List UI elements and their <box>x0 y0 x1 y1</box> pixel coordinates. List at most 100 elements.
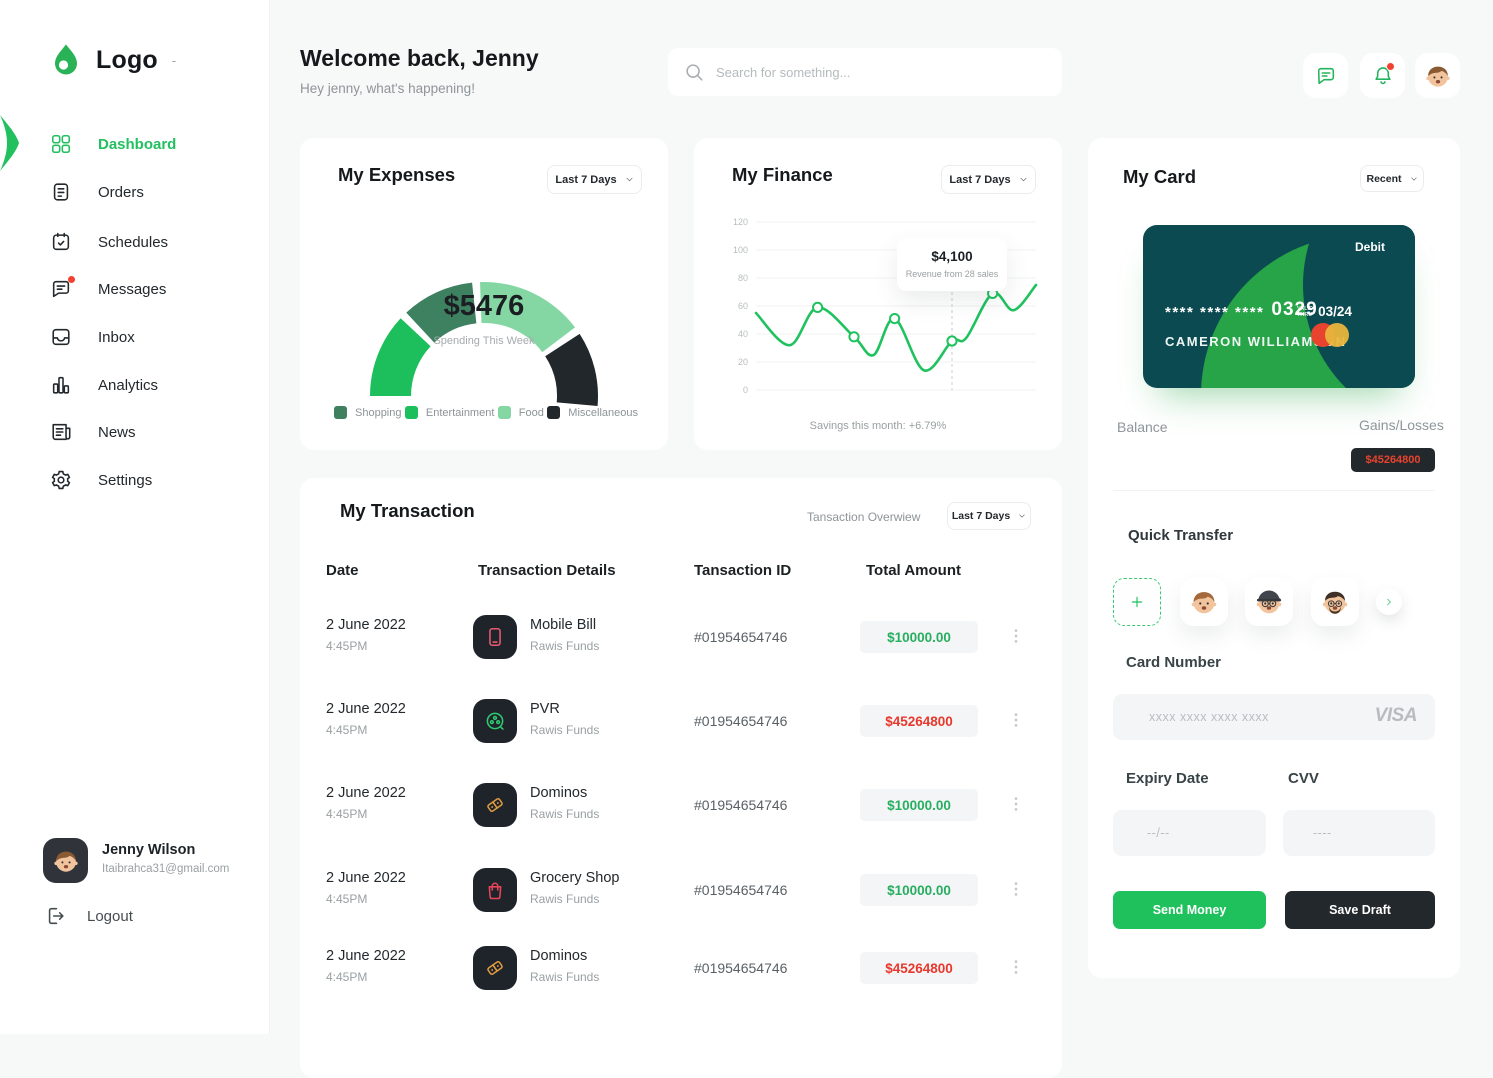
main-content: Welcome back, Jenny Hey jenny, what's ha… <box>270 0 1493 1078</box>
sidebar-item-analytics[interactable]: Analytics <box>50 370 158 400</box>
transaction-row: 2 June 2022 4:45PM Mobile Bill Rawis Funds #… <box>300 605 1062 669</box>
logout-button[interactable]: Logout <box>45 905 133 927</box>
legend-swatch <box>497 406 511 419</box>
legend-label: Miscellaneous <box>568 406 638 419</box>
column-header-3: Tansaction ID <box>694 562 792 579</box>
sidebar-item-label: Inbox <box>98 328 135 346</box>
legend-label: Food <box>518 406 544 419</box>
sidebar-item-label: Settings <box>98 471 153 489</box>
sidebar-item-label: Analytics <box>98 376 159 394</box>
add-contact-button[interactable] <box>1113 578 1161 626</box>
column-header-1: Date <box>326 562 359 579</box>
search-box <box>668 48 1062 96</box>
sidebar-item-dashboard[interactable]: Dashboard <box>50 129 176 159</box>
legend-item-entertainment: Entertainment <box>404 406 494 419</box>
ticket-icon <box>473 946 517 990</box>
card-number-input[interactable] <box>1113 694 1435 740</box>
logo-drop-icon <box>48 42 84 78</box>
user-face-icon <box>47 842 85 880</box>
transfer-contact-avatar-3[interactable] <box>1311 578 1359 626</box>
transaction-date: 2 June 2022 4:45PM <box>326 785 406 821</box>
row-menu-button[interactable] <box>1006 626 1026 646</box>
transaction-date: 2 June 2022 4:45PM <box>326 948 406 984</box>
messages-icon <box>50 276 75 300</box>
notification-dot <box>1386 62 1395 71</box>
ticket-icon <box>473 783 517 827</box>
chat-button[interactable] <box>1303 53 1348 98</box>
expenses-gauge-chart <box>366 276 602 408</box>
send-money-button[interactable]: Send Money <box>1113 891 1266 929</box>
sidebar-user-email: Itaibrahca31@gmail.com <box>102 863 230 875</box>
next-contacts-button[interactable] <box>1376 589 1402 615</box>
sidebar-item-inbox[interactable]: Inbox <box>50 322 135 352</box>
transaction-amount: $10000.00 <box>860 621 978 653</box>
plus-icon <box>1129 594 1145 610</box>
credit-card: Debit **** **** **** 0329 VALID THRU 03/2… <box>1143 225 1415 388</box>
sidebar-item-label: Dashboard <box>98 135 177 153</box>
grid-icon <box>50 133 72 155</box>
finance-footer: Savings this month: +6.79% <box>809 420 947 432</box>
save-draft-button[interactable]: Save Draft <box>1285 891 1435 929</box>
cvv-input[interactable] <box>1283 810 1435 856</box>
transaction-id: #01954654746 <box>694 960 788 976</box>
row-menu-button[interactable] <box>1006 794 1026 814</box>
valid-thru-value: 03/24 <box>1318 304 1352 319</box>
transaction-date: 2 June 2022 4:45PM <box>326 701 406 737</box>
legend-swatch <box>334 406 347 419</box>
notifications-button[interactable] <box>1360 53 1405 98</box>
balance-label: Balance <box>1117 419 1168 435</box>
transaction-details: PVR Rawis Funds <box>530 701 600 737</box>
sidebar-item-orders[interactable]: Orders <box>50 177 144 207</box>
transaction-details: Dominos Rawis Funds <box>530 785 600 821</box>
legend-swatch <box>404 406 418 419</box>
card-range-dropdown[interactable]: Recent <box>1360 165 1424 192</box>
card-number-field: VISA <box>1113 694 1435 740</box>
finance-title: My Finance <box>732 164 833 185</box>
finance-line-chart: 0 20 40 60 80 100 120 <box>724 208 1042 408</box>
expenses-range-dropdown[interactable]: Last 7 Days <box>547 165 642 194</box>
film-icon <box>473 699 517 743</box>
svg-text:100: 100 <box>733 245 748 255</box>
transaction-date: 2 June 2022 4:45PM <box>326 617 406 653</box>
my-card-title: My Card <box>1123 166 1196 187</box>
transactions-title: My Transaction <box>340 500 475 521</box>
sidebar-item-messages[interactable]: Messages <box>50 274 166 304</box>
row-menu-button[interactable] <box>1006 879 1026 899</box>
orders-icon <box>50 181 72 203</box>
logo: Logo - <box>48 42 176 78</box>
sidebar-user-avatar[interactable] <box>43 838 88 883</box>
finance-tooltip: $4,100 Revenue from 28 sales <box>897 238 1007 291</box>
row-menu-button[interactable] <box>1006 710 1026 730</box>
transaction-details: Mobile Bill Rawis Funds <box>530 617 600 653</box>
gains-losses-label: Gains/Losses <box>1359 417 1444 433</box>
card-number-label: Card Number <box>1126 654 1222 671</box>
finance-range-dropdown[interactable]: Last 7 Days <box>941 165 1036 194</box>
transaction-date: 2 June 2022 4:45PM <box>326 870 406 906</box>
sidebar-item-settings[interactable]: Settings <box>50 465 152 495</box>
gains-losses-value: $45264800 <box>1351 448 1435 472</box>
transaction-id: #01954654746 <box>694 629 788 645</box>
profile-avatar-button[interactable] <box>1415 53 1460 98</box>
unread-dot <box>68 276 75 283</box>
expenses-legend: Shopping Entertainment Food Miscellaneous <box>334 406 638 419</box>
page-subtitle: Hey jenny, what's happening! <box>300 81 475 96</box>
transfer-contact-avatar-2[interactable] <box>1245 578 1293 626</box>
logout-icon <box>45 905 67 927</box>
chevron-down-icon <box>1410 175 1418 183</box>
finance-tooltip-caption: Revenue from 28 sales <box>905 269 999 279</box>
transaction-amount: $10000.00 <box>860 874 978 906</box>
cvv-field <box>1283 810 1435 856</box>
chat-icon <box>1315 65 1337 87</box>
row-menu-button[interactable] <box>1006 957 1026 977</box>
transfer-contact-avatar-1[interactable] <box>1180 578 1228 626</box>
mastercard-icon <box>1311 323 1351 347</box>
expiry-input[interactable] <box>1113 810 1266 856</box>
svg-text:20: 20 <box>738 357 748 367</box>
sidebar-item-news[interactable]: News <box>50 417 136 447</box>
card-type-label: Debit <box>1355 240 1385 254</box>
transactions-range-dropdown[interactable]: Last 7 Days <box>947 502 1031 530</box>
transaction-id: #01954654746 <box>694 797 788 813</box>
page-title: Welcome back, Jenny <box>300 45 539 71</box>
sidebar-item-schedules[interactable]: Schedules <box>50 227 168 257</box>
search-input[interactable] <box>668 48 1062 96</box>
